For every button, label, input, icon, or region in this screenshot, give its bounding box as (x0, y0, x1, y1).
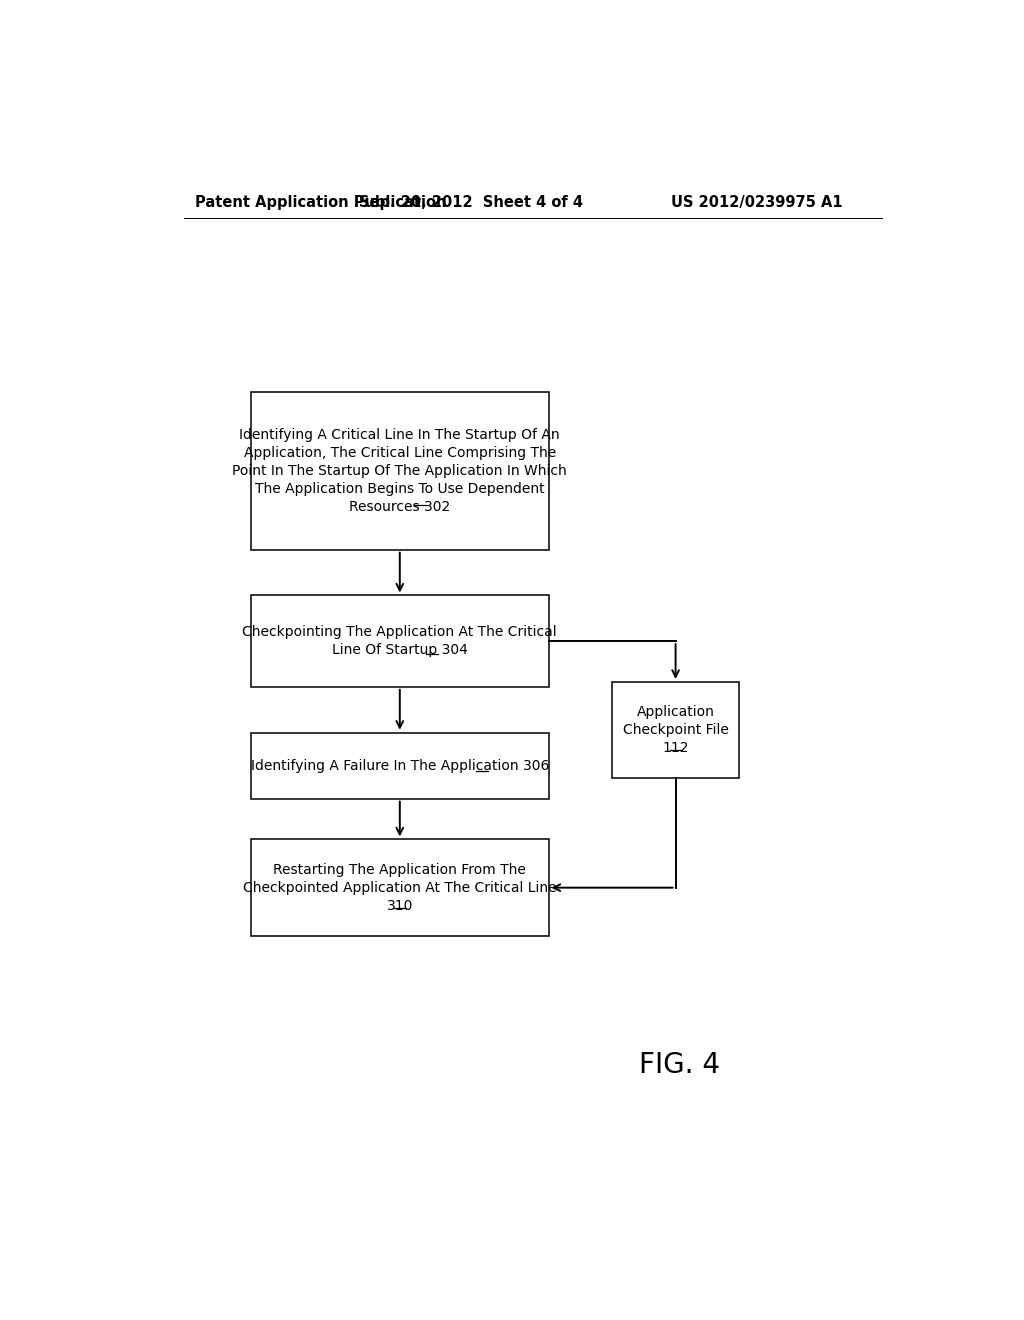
Text: Checkpointing The Application At The Critical
Line Of Startup 304: Checkpointing The Application At The Cri… (243, 626, 557, 657)
Text: FIG. 4: FIG. 4 (639, 1051, 720, 1078)
Bar (612, 682, 739, 779)
Bar (251, 595, 549, 686)
Bar (251, 392, 549, 549)
Text: Identifying A Failure In The Application 306: Identifying A Failure In The Application… (251, 759, 549, 772)
Text: US 2012/0239975 A1: US 2012/0239975 A1 (671, 194, 842, 210)
Text: Restarting The Application From The
Checkpointed Application At The Critical Lin: Restarting The Application From The Chec… (243, 863, 557, 912)
Text: Application
Checkpoint File
112: Application Checkpoint File 112 (623, 705, 728, 755)
Bar (251, 840, 549, 936)
Text: Sep. 20, 2012  Sheet 4 of 4: Sep. 20, 2012 Sheet 4 of 4 (358, 194, 583, 210)
Text: Patent Application Publication: Patent Application Publication (196, 194, 446, 210)
Text: Identifying A Critical Line In The Startup Of An
Application, The Critical Line : Identifying A Critical Line In The Start… (232, 428, 567, 513)
Bar (251, 733, 549, 799)
